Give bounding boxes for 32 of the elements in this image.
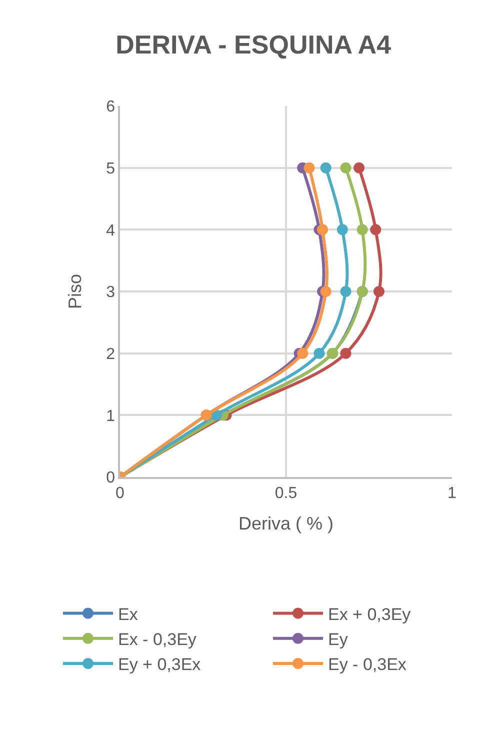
x-axis-title: Deriva ( % ) (238, 514, 334, 534)
point (336, 224, 348, 236)
point (317, 224, 328, 236)
legend-label: Ey - 0,3Ex (328, 655, 407, 674)
point (370, 224, 382, 236)
legend-label: Ey (328, 630, 348, 649)
point (373, 286, 384, 297)
point (304, 162, 315, 174)
chart-title: DERIVA - ESQUINA A4 (116, 29, 392, 60)
y-tick-label: 6 (106, 98, 116, 116)
legend-label: Ex + 0,3Ey (328, 604, 412, 624)
y-tick-label: 5 (106, 160, 116, 178)
y-tick-label: 2 (106, 346, 116, 363)
y-tick-label: 3 (106, 284, 116, 302)
y-axis-title: Piso (64, 274, 85, 310)
legend-label: Ey + 0,3Ex (118, 655, 202, 674)
point (320, 286, 332, 297)
legend-label: Ex (118, 604, 138, 624)
x-tick-label: 1 (448, 484, 457, 502)
point (354, 162, 365, 174)
point (297, 348, 308, 359)
y-tick-label: 1 (106, 408, 116, 425)
y-tick-label: 0 (106, 470, 116, 487)
x-tick-label: 0.5 (274, 484, 298, 502)
point (340, 162, 352, 174)
point (340, 286, 352, 297)
point (320, 162, 332, 174)
y-tick-label: 4 (106, 222, 116, 240)
point (314, 348, 325, 359)
point (356, 224, 368, 236)
point (340, 348, 352, 359)
legend-label: Ex - 0,3Ey (118, 630, 197, 649)
